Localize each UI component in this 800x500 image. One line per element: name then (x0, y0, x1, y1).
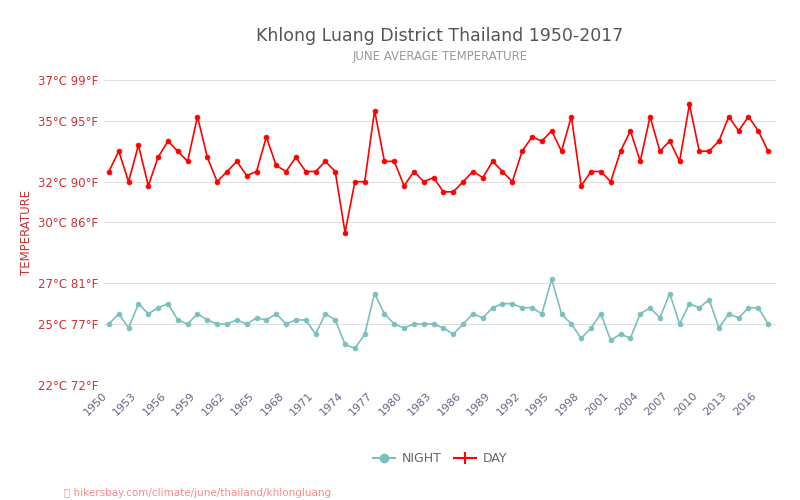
NIGHT (350, 346, 360, 352)
DAY (685, 102, 694, 107)
NIGHT (763, 321, 773, 327)
DAY (704, 148, 714, 154)
Legend: NIGHT, DAY: NIGHT, DAY (368, 448, 512, 470)
DAY (724, 114, 734, 119)
NIGHT (596, 311, 606, 317)
NIGHT (104, 321, 114, 327)
DAY (557, 148, 566, 154)
DAY (635, 158, 645, 164)
Text: JUNE AVERAGE TEMPERATURE: JUNE AVERAGE TEMPERATURE (353, 50, 527, 63)
NIGHT (547, 276, 557, 282)
DAY (104, 168, 114, 174)
Y-axis label: TEMPERATURE: TEMPERATURE (19, 190, 33, 275)
DAY (340, 230, 350, 235)
DAY (763, 148, 773, 154)
NIGHT (714, 325, 724, 331)
DAY (714, 138, 724, 144)
NIGHT (724, 311, 734, 317)
Text: 📍 hikersbay.com/climate/june/thailand/khlongluang: 📍 hikersbay.com/climate/june/thailand/kh… (64, 488, 331, 498)
Title: Khlong Luang District Thailand 1950-2017: Khlong Luang District Thailand 1950-2017 (256, 27, 624, 45)
Line: DAY: DAY (106, 102, 770, 235)
NIGHT (704, 296, 714, 302)
DAY (586, 168, 596, 174)
NIGHT (566, 321, 576, 327)
NIGHT (646, 304, 655, 310)
Line: NIGHT: NIGHT (106, 277, 770, 351)
